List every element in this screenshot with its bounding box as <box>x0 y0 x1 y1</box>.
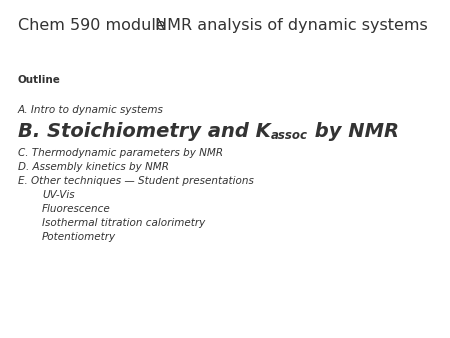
Text: UV-Vis: UV-Vis <box>42 190 75 200</box>
Text: NMR analysis of dynamic systems: NMR analysis of dynamic systems <box>155 18 428 33</box>
Text: Isothermal titration calorimetry: Isothermal titration calorimetry <box>42 218 205 228</box>
Text: E. Other techniques — Student presentations: E. Other techniques — Student presentati… <box>18 176 254 186</box>
Text: assoc: assoc <box>271 129 308 142</box>
Text: B. Stoichiometry and K: B. Stoichiometry and K <box>18 122 271 141</box>
Text: Fluorescence: Fluorescence <box>42 204 111 214</box>
Text: A. Intro to dynamic systems: A. Intro to dynamic systems <box>18 105 164 115</box>
Text: Outline: Outline <box>18 75 61 85</box>
Text: Chem 590 module: Chem 590 module <box>18 18 166 33</box>
Text: Potentiometry: Potentiometry <box>42 232 116 242</box>
Text: D. Assembly kinetics by NMR: D. Assembly kinetics by NMR <box>18 162 169 172</box>
Text: by NMR: by NMR <box>308 122 399 141</box>
Text: C. Thermodynamic parameters by NMR: C. Thermodynamic parameters by NMR <box>18 148 223 158</box>
